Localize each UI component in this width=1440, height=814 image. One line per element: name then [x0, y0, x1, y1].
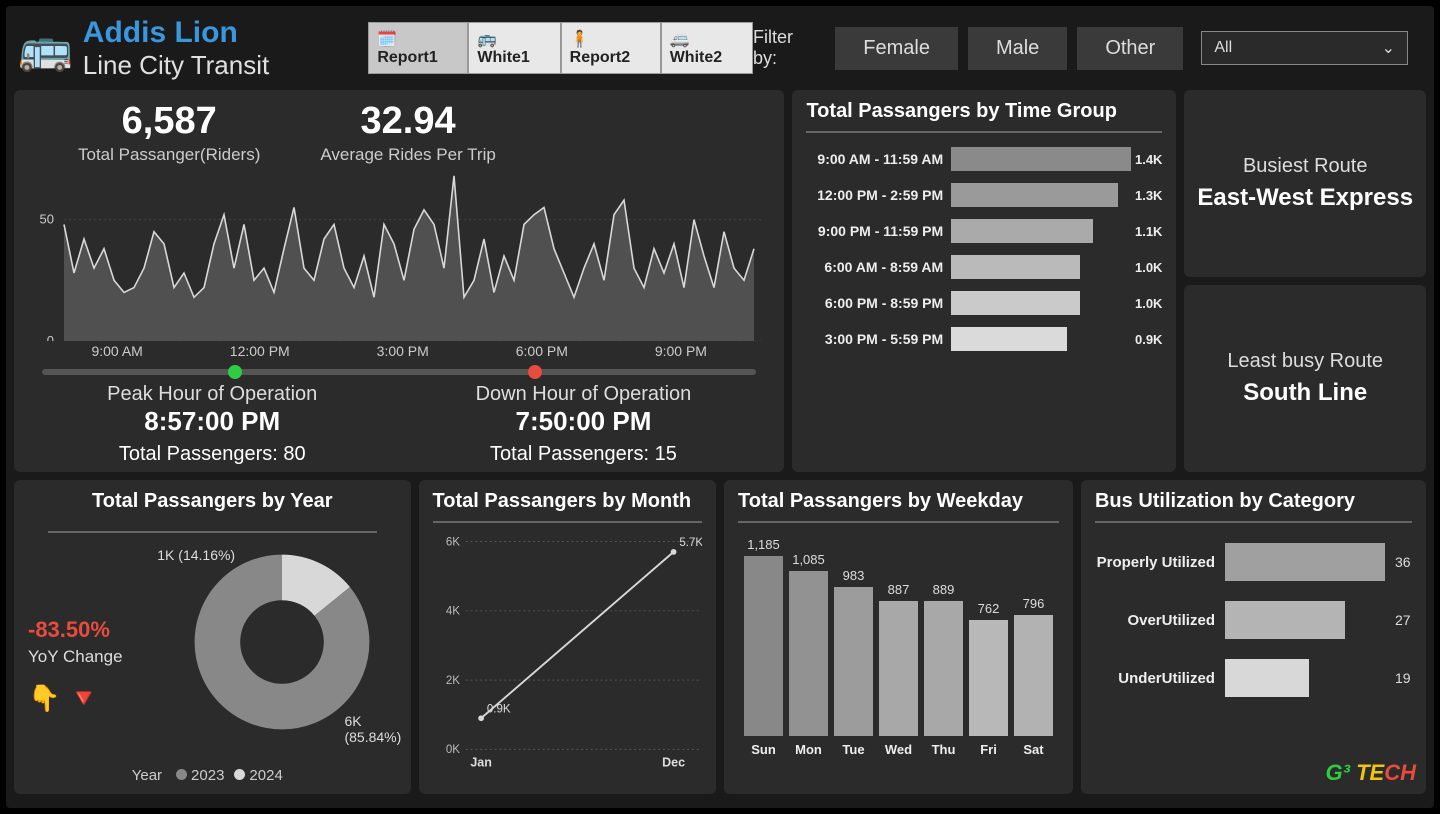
legend-title: Year [132, 767, 162, 784]
year-legend: Year 20232024 [28, 767, 397, 784]
tab-report2[interactable]: 🧍 Report2 [561, 22, 661, 74]
year-title: Total Passangers by Year [28, 490, 397, 521]
weekday-bar-wed[interactable]: 887 Wed [879, 582, 918, 757]
peak-passengers: Total Passengers: 80 [107, 443, 317, 466]
peak-label: Peak Hour of Operation [107, 383, 317, 406]
time-group-row[interactable]: 6:00 AM - 8:59 AM 1.0K [806, 255, 1162, 279]
time-group-row[interactable]: 6:00 PM - 8:59 PM 1.0K [806, 291, 1162, 315]
yoy-pct: -83.50% [28, 617, 168, 643]
filter-select-all[interactable]: All ⌄ [1201, 31, 1408, 65]
year-card: Total Passangers by Year -83.50% YoY Cha… [14, 480, 411, 794]
chevron-down-icon: ⌄ [1382, 38, 1395, 58]
util-card: Bus Utilization by Category Properly Uti… [1081, 480, 1426, 794]
donut-chart[interactable]: 1K (14.16%) 6K (85.84%) [187, 547, 377, 737]
weekday-bar-mon[interactable]: 1,085 Mon [789, 552, 828, 757]
weekday-bar-sun[interactable]: 1,185 Sun [744, 537, 783, 757]
slider-down-dot[interactable] [528, 365, 542, 379]
filter-label: Filter by: [753, 27, 817, 69]
yoy-icons: 👇 🔻 [28, 683, 168, 714]
down-time: 7:50:00 PM [476, 406, 692, 437]
route-column: Busiest Route East-West Express Least bu… [1184, 90, 1426, 472]
time-group-row[interactable]: 9:00 PM - 11:59 PM 1.1K [806, 219, 1162, 243]
util-bars: Properly Utilized 36 OverUtilized 27 Under… [1095, 543, 1412, 697]
main-kpi-card: 6,587 Total Passanger(Riders) 32.94 Aver… [14, 90, 784, 472]
svg-text:0: 0 [47, 333, 54, 341]
kpi-total-passenger: 6,587 Total Passanger(Riders) [78, 100, 260, 165]
time-group-row[interactable]: 12:00 PM - 2:59 PM 1.3K [806, 183, 1162, 207]
down-passengers: Total Passengers: 15 [476, 443, 692, 466]
least-route-card: Least busy Route South Line [1184, 285, 1426, 472]
month-card: Total Passangers by Month 0K2K4K6K0.9KJa… [419, 480, 716, 794]
least-route-value: South Line [1243, 379, 1367, 407]
util-row-properly-utilized[interactable]: Properly Utilized 36 [1095, 543, 1412, 581]
svg-text:4K: 4K [445, 606, 459, 618]
svg-text:Jan: Jan [470, 756, 492, 770]
weekday-bar-fri[interactable]: 762 Fri [969, 601, 1008, 757]
down-label: Down Hour of Operation [476, 383, 692, 406]
top-bar: 🚌 Addis Lion Line City Transit 🗓️ Report… [6, 6, 1434, 90]
sparkline-chart[interactable]: 0 50 [34, 171, 764, 341]
kpi-avg-value: 32.94 [320, 100, 495, 143]
kpi-avg-rides: 32.94 Average Rides Per Trip [320, 100, 495, 165]
svg-text:2K: 2K [445, 675, 459, 687]
busiest-route-card: Busiest Route East-West Express [1184, 90, 1426, 277]
donut-label-2024: 1K (14.16%) [157, 547, 235, 563]
tabs: 🗓️ Report1🚌 White1🧍 Report2🚐 White2 [368, 22, 753, 74]
time-slider[interactable] [42, 369, 756, 375]
bus-icon: 🚌 [18, 22, 73, 74]
yoy-label: YoY Change [28, 647, 168, 667]
time-group-bars: 9:00 AM - 11:59 AM 1.4K 12:00 PM - 2:59 P… [806, 147, 1162, 351]
svg-text:0K: 0K [445, 744, 459, 756]
weekday-title: Total Passangers by Weekday [738, 490, 1059, 523]
util-row-overutilized[interactable]: OverUtilized 27 [1095, 601, 1412, 639]
g3-tech-logo: G³ TECH [1326, 760, 1416, 786]
time-group-title: Total Passangers by Time Group [806, 100, 1162, 133]
kpi-total-value: 6,587 [78, 100, 260, 143]
month-title: Total Passangers by Month [433, 490, 702, 523]
kpi-total-label: Total Passanger(Riders) [78, 145, 260, 165]
util-row-underutilized[interactable]: UnderUtilized 19 [1095, 659, 1412, 697]
time-group-card: Total Passangers by Time Group 9:00 AM -… [792, 90, 1176, 472]
brand-subtitle: Line City Transit [83, 50, 269, 81]
brand-title: Addis Lion [83, 16, 269, 50]
peak-time: 8:57:00 PM [107, 406, 317, 437]
least-route-label: Least busy Route [1227, 350, 1383, 373]
legend-items: 20232024 [176, 767, 293, 784]
busiest-route-value: East-West Express [1197, 184, 1413, 212]
weekday-bar-sat[interactable]: 796 Sat [1014, 596, 1053, 757]
kpi-avg-label: Average Rides Per Trip [320, 145, 495, 165]
weekday-card: Total Passangers by Weekday 1,185 Sun1,0… [724, 480, 1073, 794]
yoy-block: -83.50% YoY Change 👇 🔻 [28, 537, 168, 767]
peak-hour-block: Peak Hour of Operation 8:57:00 PM Total … [107, 383, 317, 466]
brand: 🚌 Addis Lion Line City Transit [18, 16, 368, 81]
weekday-bar-tue[interactable]: 983 Tue [834, 568, 873, 757]
time-group-row[interactable]: 3:00 PM - 5:59 PM 0.9K [806, 327, 1162, 351]
sparkline-xaxis: 9:00 AM12:00 PM3:00 PM6:00 PM9:00 PM [28, 343, 770, 359]
busiest-route-label: Busiest Route [1243, 155, 1368, 178]
svg-text:6K: 6K [445, 537, 459, 548]
filter-row: Filter by: FemaleMaleOther All ⌄ [753, 27, 1422, 70]
util-title: Bus Utilization by Category [1095, 490, 1412, 523]
slider-peak-dot[interactable] [228, 365, 242, 379]
svg-text:Dec: Dec [662, 756, 685, 770]
filter-female[interactable]: Female [835, 27, 958, 70]
tab-white2[interactable]: 🚐 White2 [661, 22, 753, 74]
filter-options: FemaleMaleOther [835, 27, 1183, 70]
time-group-row[interactable]: 9:00 AM - 11:59 AM 1.4K [806, 147, 1162, 171]
weekday-bar-thu[interactable]: 889 Thu [924, 582, 963, 757]
month-chart[interactable]: 0K2K4K6K0.9KJan5.7KDec [433, 537, 702, 777]
filter-male[interactable]: Male [968, 27, 1067, 70]
weekday-bars[interactable]: 1,185 Sun1,085 Mon983 Tue887 Wed889 Thu7… [738, 537, 1059, 757]
donut-label-2023: 6K (85.84%) [344, 713, 401, 745]
filter-other[interactable]: Other [1077, 27, 1183, 70]
down-hour-block: Down Hour of Operation 7:50:00 PM Total … [476, 383, 692, 466]
svg-text:5.7K: 5.7K [679, 537, 702, 549]
dashboard-root: 🚌 Addis Lion Line City Transit 🗓️ Report… [6, 6, 1434, 808]
tab-white1[interactable]: 🚌 White1 [468, 22, 560, 74]
svg-text:50: 50 [40, 212, 54, 227]
filter-select-label: All [1214, 39, 1232, 57]
tab-report1[interactable]: 🗓️ Report1 [368, 22, 468, 74]
